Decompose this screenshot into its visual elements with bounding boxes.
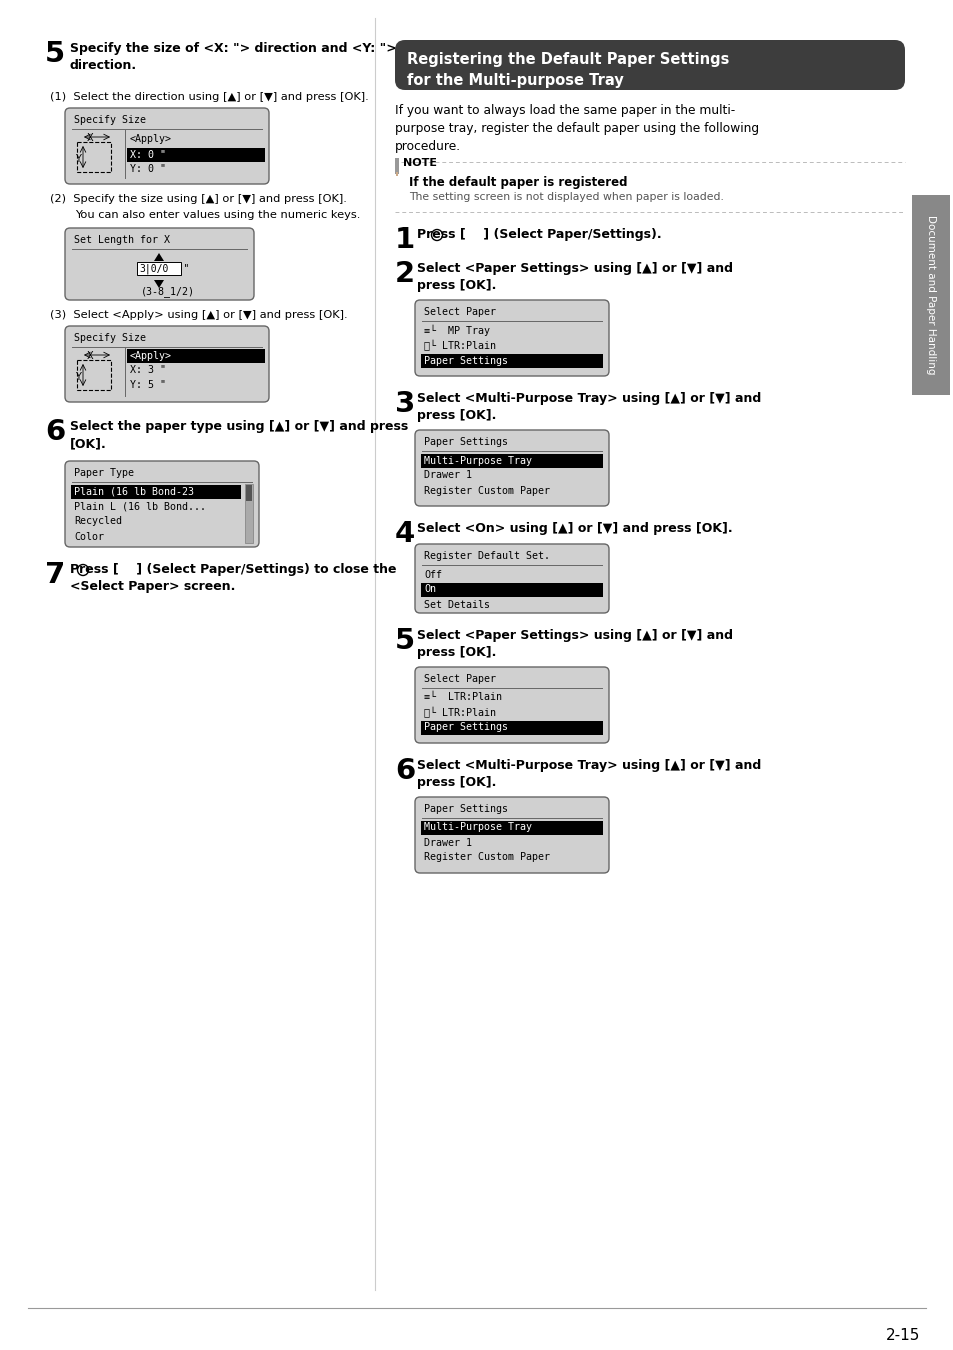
Text: Paper Settings: Paper Settings	[423, 722, 507, 733]
Text: Recycled: Recycled	[74, 517, 122, 526]
Text: 6: 6	[395, 757, 415, 784]
Text: Off: Off	[423, 570, 441, 579]
Text: You can also enter values using the numeric keys.: You can also enter values using the nume…	[75, 211, 360, 220]
Text: Select <Multi-Purpose Tray> using [▲] or [▼] and
press [OK].: Select <Multi-Purpose Tray> using [▲] or…	[416, 392, 760, 423]
FancyBboxPatch shape	[415, 796, 608, 873]
Text: Select Paper: Select Paper	[423, 674, 496, 684]
Bar	[77, 360, 111, 390]
FancyBboxPatch shape	[65, 460, 258, 547]
Text: Select Paper: Select Paper	[423, 306, 496, 317]
Bar	[245, 485, 253, 543]
Bar	[420, 454, 602, 468]
Text: ①└ LTR:Plain: ①└ LTR:Plain	[423, 340, 496, 351]
Text: Specify the size of <X: "> direction and <Y: ">
direction.: Specify the size of <X: "> direction and…	[70, 42, 396, 72]
Bar	[137, 262, 181, 275]
FancyBboxPatch shape	[65, 325, 269, 402]
Text: On: On	[423, 585, 436, 594]
Text: Press [    ] (Select Paper/Settings) to close the
<Select Paper> screen.: Press [ ] (Select Paper/Settings) to clo…	[70, 563, 396, 593]
Text: ①└ LTR:Plain: ①└ LTR:Plain	[423, 707, 496, 718]
Text: Plain (16 lb Bond-23: Plain (16 lb Bond-23	[74, 486, 193, 497]
Text: X: X	[87, 134, 93, 143]
Text: <Apply>: <Apply>	[130, 351, 172, 360]
Text: Paper Settings: Paper Settings	[423, 437, 507, 447]
Bar	[420, 821, 602, 836]
Text: Select the paper type using [▲] or [▼] and press
[OK].: Select the paper type using [▲] or [▼] a…	[70, 420, 408, 450]
FancyBboxPatch shape	[415, 431, 608, 506]
Text: ≡└  MP Tray: ≡└ MP Tray	[423, 325, 490, 336]
Text: Set Details: Set Details	[423, 599, 490, 609]
Text: Y: 0 ": Y: 0 "	[130, 163, 166, 174]
Bar	[420, 721, 602, 734]
FancyBboxPatch shape	[65, 228, 253, 300]
Text: Set Length for X: Set Length for X	[74, 235, 170, 244]
Text: Y: Y	[75, 373, 81, 382]
FancyBboxPatch shape	[415, 300, 608, 377]
Text: NOTE: NOTE	[402, 158, 436, 167]
Bar	[395, 171, 397, 176]
Polygon shape	[153, 279, 164, 288]
Text: Multi-Purpose Tray: Multi-Purpose Tray	[423, 455, 532, 466]
Text: 7: 7	[45, 562, 66, 589]
Text: Y: 5 ": Y: 5 "	[130, 379, 166, 390]
Text: 1: 1	[395, 225, 415, 254]
Text: The setting screen is not displayed when paper is loaded.: The setting screen is not displayed when…	[409, 192, 723, 202]
Text: Register Custom Paper: Register Custom Paper	[423, 486, 550, 495]
Text: 3|0/0: 3|0/0	[139, 265, 168, 274]
Text: Specify Size: Specify Size	[74, 115, 146, 126]
Text: X: 0 ": X: 0 "	[130, 150, 166, 161]
Text: ≡└  LTR:Plain: ≡└ LTR:Plain	[423, 693, 501, 702]
Text: X: X	[87, 351, 93, 360]
Text: (3)  Select <Apply> using [▲] or [▼] and press [OK].: (3) Select <Apply> using [▲] or [▼] and …	[50, 310, 347, 320]
Text: Specify Size: Specify Size	[74, 333, 146, 343]
Bar	[911, 194, 949, 396]
Polygon shape	[153, 252, 164, 261]
Text: Y: Y	[75, 154, 81, 163]
Text: 2-15: 2-15	[884, 1328, 919, 1343]
FancyBboxPatch shape	[415, 544, 608, 613]
Text: Plain L (16 lb Bond...: Plain L (16 lb Bond...	[74, 501, 206, 512]
Text: Register Default Set.: Register Default Set.	[423, 551, 550, 562]
Text: If you want to always load the same paper in the multi-
purpose tray, register t: If you want to always load the same pape…	[395, 104, 759, 153]
Text: Select <Paper Settings> using [▲] or [▼] and
press [OK].: Select <Paper Settings> using [▲] or [▼]…	[416, 629, 732, 659]
Text: Paper Settings: Paper Settings	[423, 355, 507, 366]
Text: Select <Multi-Purpose Tray> using [▲] or [▼] and
press [OK].: Select <Multi-Purpose Tray> using [▲] or…	[416, 759, 760, 788]
Text: 4: 4	[395, 520, 415, 548]
Text: 5: 5	[395, 626, 415, 655]
Text: Drawer 1: Drawer 1	[423, 471, 472, 481]
Text: (3-8_1/2): (3-8_1/2)	[141, 286, 194, 297]
Text: Paper Type: Paper Type	[74, 468, 133, 478]
FancyBboxPatch shape	[395, 40, 904, 90]
Text: Registering the Default Paper Settings
for the Multi-purpose Tray: Registering the Default Paper Settings f…	[407, 53, 729, 88]
Text: Select <On> using [▲] or [▼] and press [OK].: Select <On> using [▲] or [▼] and press […	[416, 522, 732, 535]
Text: (2)  Specify the size using [▲] or [▼] and press [OK].: (2) Specify the size using [▲] or [▼] an…	[50, 194, 347, 204]
Text: (1)  Select the direction using [▲] or [▼] and press [OK].: (1) Select the direction using [▲] or [▼…	[50, 92, 369, 103]
Text: 2: 2	[395, 261, 415, 288]
FancyBboxPatch shape	[415, 667, 608, 742]
Text: Document and Paper Handling: Document and Paper Handling	[925, 215, 935, 375]
Bar	[420, 583, 602, 597]
Bar	[246, 485, 252, 501]
Text: 6: 6	[45, 418, 65, 446]
Text: 5: 5	[45, 40, 65, 68]
Text: Color: Color	[74, 532, 104, 541]
Text: X: 3 ": X: 3 "	[130, 364, 166, 375]
Bar	[420, 354, 602, 369]
Bar	[77, 142, 111, 171]
Text: 3: 3	[395, 390, 415, 418]
FancyBboxPatch shape	[65, 108, 269, 184]
Text: <Apply>: <Apply>	[130, 134, 172, 144]
Text: If the default paper is registered: If the default paper is registered	[409, 176, 627, 189]
Text: Paper Settings: Paper Settings	[423, 805, 507, 814]
Text: Register Custom Paper: Register Custom Paper	[423, 852, 550, 863]
Text: Select <Paper Settings> using [▲] or [▼] and
press [OK].: Select <Paper Settings> using [▲] or [▼]…	[416, 262, 732, 292]
Bar	[127, 148, 265, 162]
Bar	[71, 485, 241, 500]
Bar	[127, 350, 265, 363]
Bar	[395, 158, 398, 174]
Text: Multi-Purpose Tray: Multi-Purpose Tray	[423, 822, 532, 833]
Text: ": "	[184, 263, 189, 273]
Text: Drawer 1: Drawer 1	[423, 837, 472, 848]
Text: Press [    ] (Select Paper/Settings).: Press [ ] (Select Paper/Settings).	[416, 228, 661, 242]
